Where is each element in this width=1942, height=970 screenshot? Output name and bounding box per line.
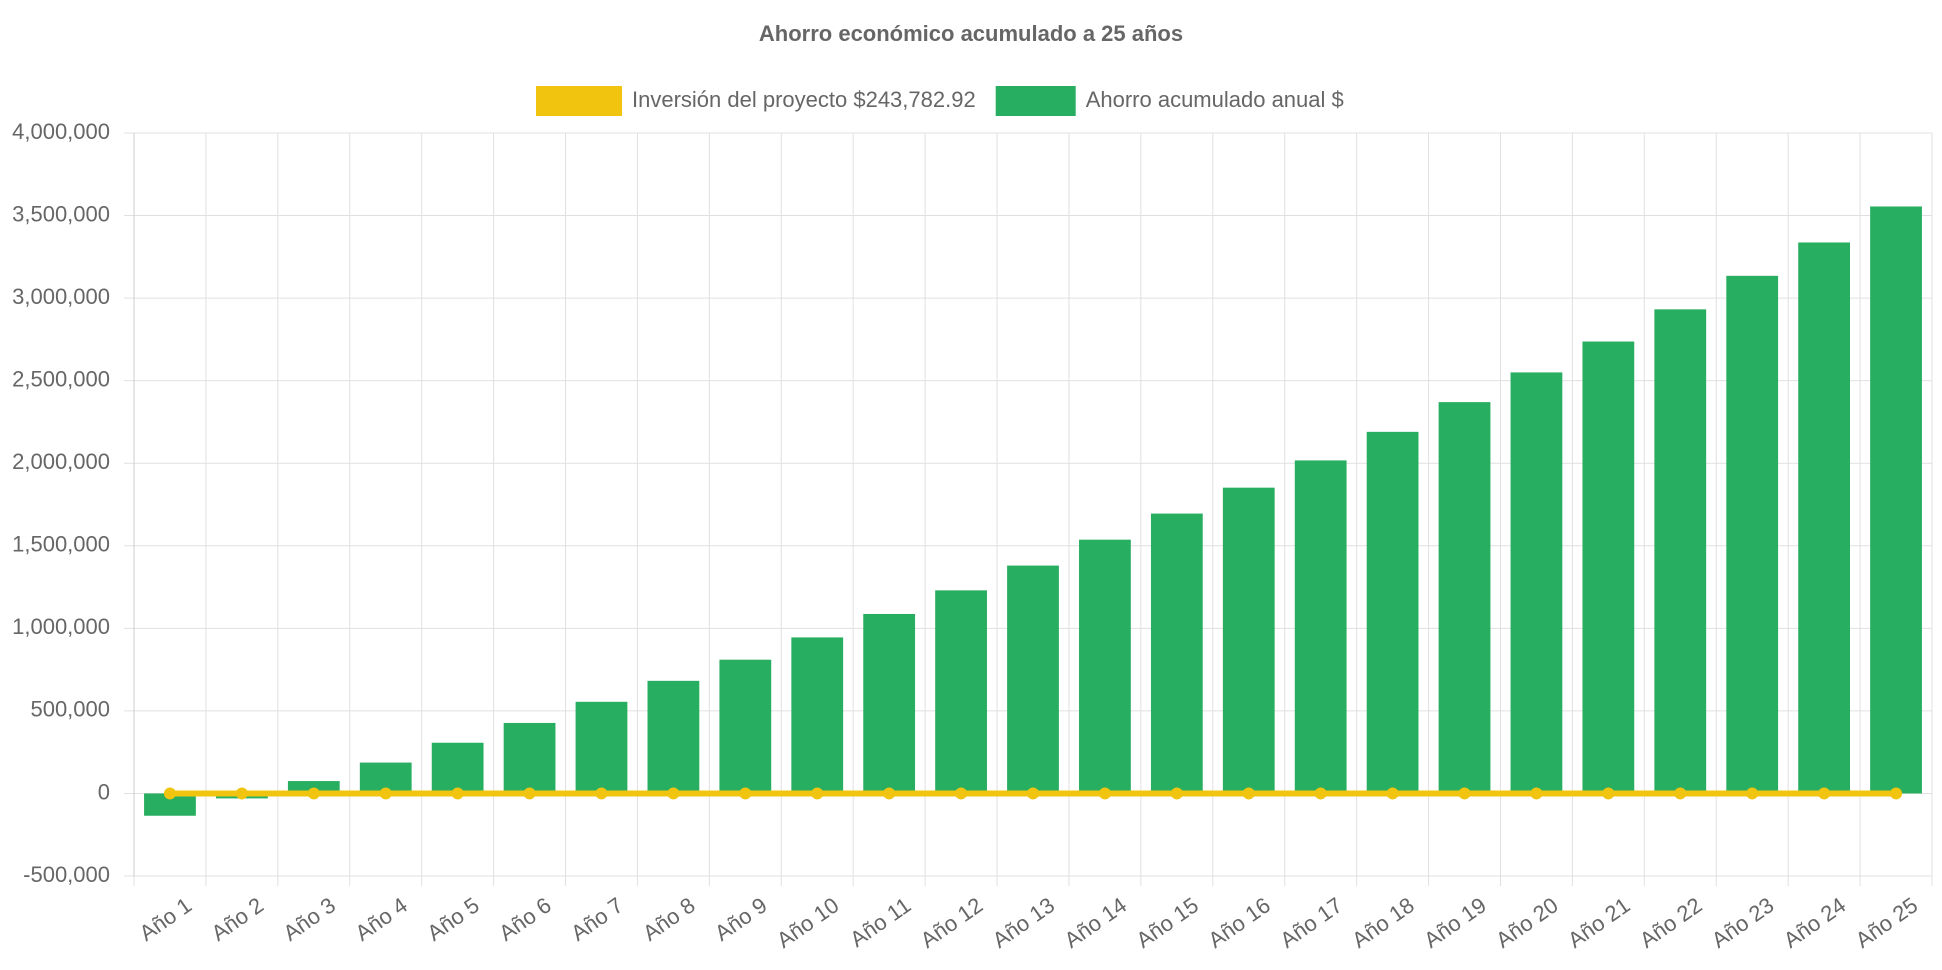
- point: [1314, 787, 1327, 800]
- point: [379, 787, 392, 800]
- bar: [791, 637, 844, 794]
- point: [163, 787, 176, 800]
- bar: [431, 742, 484, 794]
- x-tick-label: Año 4: [350, 892, 411, 945]
- point: [1242, 787, 1255, 800]
- x-tick-label: Año 22: [1635, 892, 1706, 952]
- legend-label: Ahorro acumulado anual $: [1086, 87, 1344, 112]
- y-tick-label: 2,000,000: [12, 449, 110, 474]
- x-tick-label: Año 2: [207, 892, 268, 945]
- x-tick-label: Año 7: [566, 892, 627, 945]
- bar: [647, 680, 700, 794]
- point: [1602, 787, 1615, 800]
- point: [1890, 787, 1903, 800]
- point: [1386, 787, 1399, 800]
- point: [955, 787, 968, 800]
- y-tick-label: 3,500,000: [12, 201, 110, 226]
- legend-label: Inversión del proyecto $243,782.92: [632, 87, 976, 112]
- bar: [1870, 206, 1922, 794]
- x-tick-label: Año 8: [638, 892, 699, 945]
- point: [1674, 787, 1687, 800]
- x-tick-label: Año 17: [1275, 892, 1346, 952]
- x-tick-label: Año 9: [710, 892, 771, 945]
- bar: [144, 793, 196, 816]
- x-tick-label: Año 24: [1779, 892, 1850, 952]
- point: [1170, 787, 1183, 800]
- bar: [719, 659, 772, 794]
- x-tick-label: Año 10: [772, 892, 843, 952]
- x-tick-label: Año 25: [1851, 892, 1922, 952]
- x-tick-label: Año 18: [1347, 892, 1418, 952]
- chart-title: Ahorro económico acumulado a 25 años: [759, 21, 1183, 46]
- y-tick-label: 2,500,000: [12, 366, 110, 391]
- point: [1818, 787, 1831, 800]
- bar: [287, 781, 340, 794]
- bar: [1294, 460, 1347, 794]
- bar: [1438, 402, 1491, 794]
- bar: [1510, 372, 1563, 794]
- y-tick-label: 500,000: [30, 697, 110, 722]
- bar: [575, 701, 628, 794]
- bar: [1366, 431, 1419, 794]
- point: [1027, 787, 1039, 800]
- bar: [1007, 565, 1059, 794]
- x-tick-label: Año 11: [845, 892, 915, 952]
- point: [235, 787, 248, 800]
- x-tick-label: Año 19: [1419, 892, 1490, 952]
- bar: [863, 613, 916, 794]
- bar: [503, 722, 556, 794]
- y-tick-label: 3,000,000: [12, 284, 110, 309]
- bar: [1079, 539, 1131, 794]
- bar: [1582, 341, 1635, 794]
- bar: [935, 590, 987, 794]
- bar: [1726, 275, 1779, 794]
- point: [1098, 787, 1111, 800]
- x-tick-label: Año 21: [1563, 892, 1634, 952]
- point: [523, 787, 536, 800]
- x-tick-label: Año 15: [1132, 892, 1203, 952]
- y-tick-label: 4,000,000: [12, 119, 110, 144]
- x-tick-label: Año 5: [422, 892, 483, 945]
- point: [1746, 787, 1759, 800]
- legend-swatch: [995, 86, 1076, 116]
- y-tick-label: 1,500,000: [12, 532, 110, 557]
- point: [667, 787, 680, 800]
- legend-swatch: [536, 86, 622, 116]
- y-tick-label: 1,000,000: [12, 614, 110, 639]
- point: [451, 787, 464, 800]
- y-tick-label: 0: [98, 779, 110, 804]
- point: [1458, 787, 1471, 800]
- point: [811, 787, 824, 800]
- x-tick-label: Año 16: [1203, 892, 1274, 952]
- x-tick-label: Año 23: [1707, 892, 1778, 952]
- point: [739, 787, 752, 800]
- legend: Inversión del proyecto $243,782.92 Ahorro…: [536, 86, 1344, 116]
- x-tick-label: Año 12: [916, 892, 987, 952]
- bar: [1150, 513, 1203, 794]
- point: [883, 787, 896, 800]
- x-tick-label: Año 3: [279, 892, 340, 945]
- bar: [1798, 242, 1851, 794]
- x-tick-label: Año 14: [1060, 892, 1131, 952]
- x-tick-label: Año 20: [1491, 892, 1562, 952]
- point: [595, 787, 608, 800]
- bar: [1654, 309, 1707, 794]
- y-tick-label: -500,000: [23, 862, 110, 887]
- x-tick-label: Año 6: [494, 892, 555, 945]
- point: [1530, 787, 1543, 800]
- point: [307, 787, 320, 800]
- x-tick-label: Año 13: [988, 892, 1059, 952]
- x-tick-label: Año 1: [135, 892, 196, 945]
- bar: [1222, 487, 1275, 794]
